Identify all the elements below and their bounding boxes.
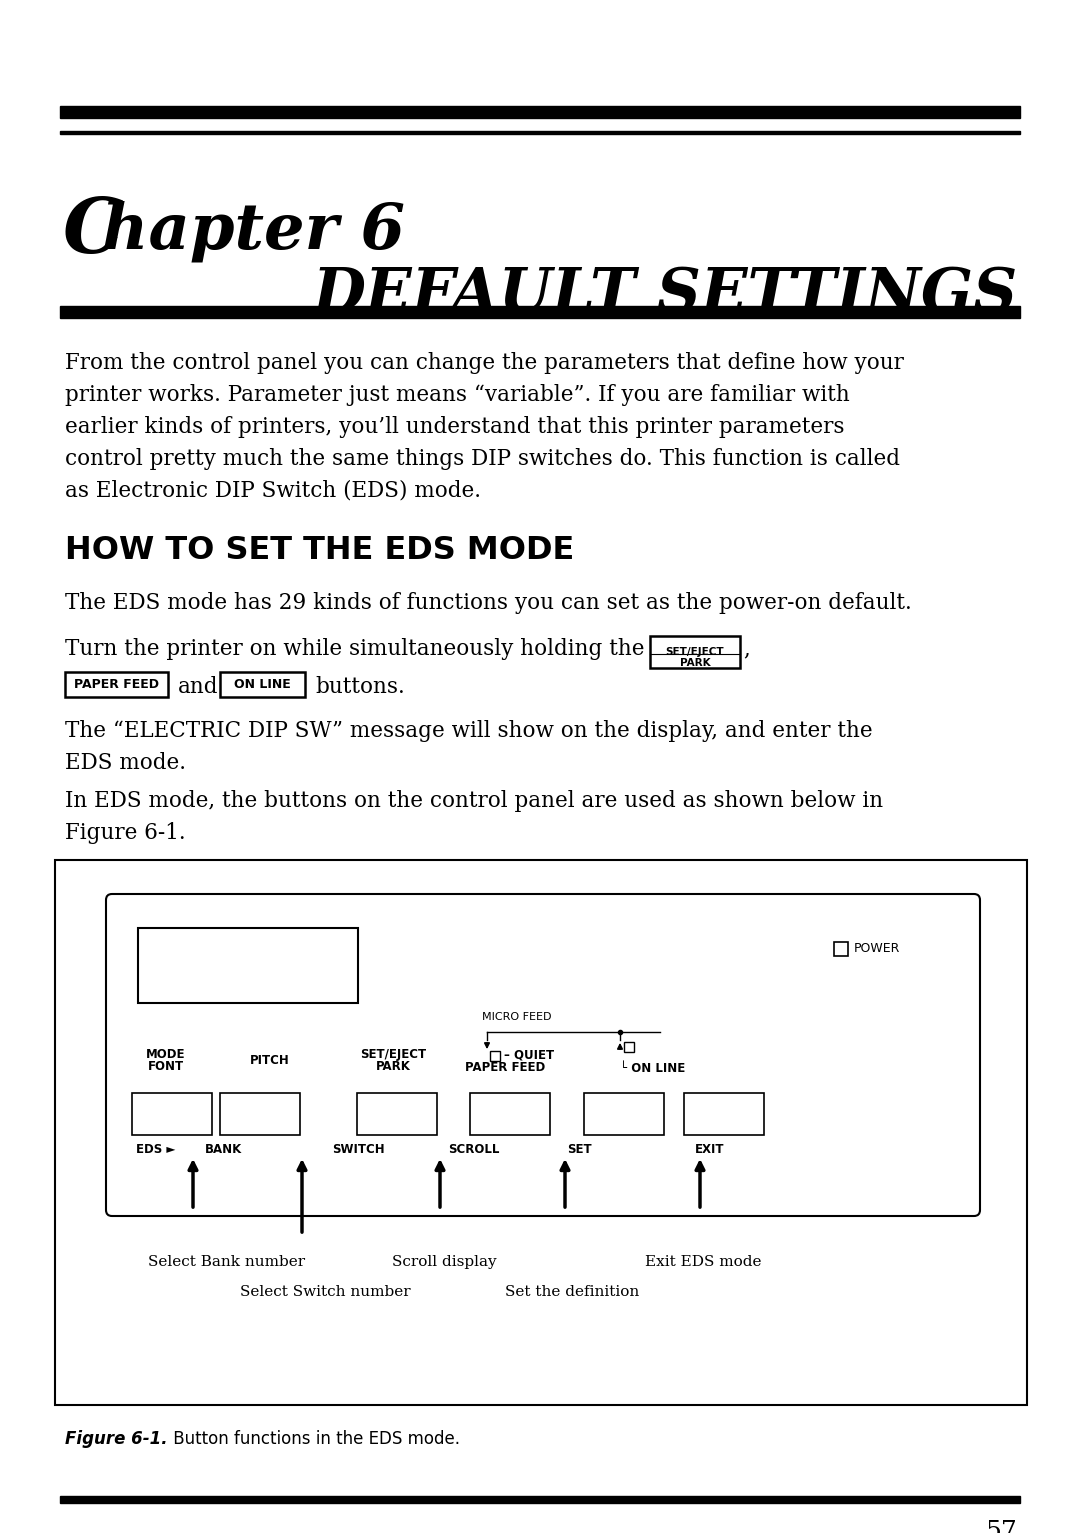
Text: SET/EJECT: SET/EJECT xyxy=(360,1049,427,1061)
Bar xyxy=(220,671,305,698)
Bar xyxy=(55,860,1027,1406)
Bar xyxy=(650,636,740,668)
Text: control pretty much the same things DIP switches do. This function is called: control pretty much the same things DIP … xyxy=(65,448,900,471)
Text: EXIT: EXIT xyxy=(696,1144,725,1156)
Text: SET/EJECT: SET/EJECT xyxy=(665,647,725,658)
Bar xyxy=(220,1093,300,1134)
Text: MICRO FEED: MICRO FEED xyxy=(483,1012,552,1023)
Text: Scroll display: Scroll display xyxy=(392,1256,497,1269)
Bar xyxy=(584,1093,664,1134)
Text: HOW TO SET THE EDS MODE: HOW TO SET THE EDS MODE xyxy=(65,535,575,566)
Bar xyxy=(684,1093,764,1134)
Text: earlier kinds of printers, you’ll understand that this printer parameters: earlier kinds of printers, you’ll unders… xyxy=(65,415,845,438)
Text: FONT: FONT xyxy=(148,1059,184,1073)
Text: The “ELECTRIC DIP SW” message will show on the display, and enter the: The “ELECTRIC DIP SW” message will show … xyxy=(65,721,873,742)
Text: buttons.: buttons. xyxy=(315,676,405,698)
Text: C: C xyxy=(62,195,123,268)
Text: DEFAULT SETTINGS: DEFAULT SETTINGS xyxy=(313,265,1018,325)
Text: hapter 6: hapter 6 xyxy=(102,199,405,262)
Text: PARK: PARK xyxy=(679,658,711,668)
Text: └ ON LINE: └ ON LINE xyxy=(620,1062,685,1075)
Text: Button functions in the EDS mode.: Button functions in the EDS mode. xyxy=(168,1430,460,1449)
Text: PITCH: PITCH xyxy=(251,1055,289,1067)
Text: PARK: PARK xyxy=(376,1059,410,1073)
Bar xyxy=(490,1052,500,1061)
Bar xyxy=(470,1093,550,1134)
Text: SCROLL: SCROLL xyxy=(448,1144,499,1156)
Text: and: and xyxy=(178,676,218,698)
Text: printer works. Parameter just means “variable”. If you are familiar with: printer works. Parameter just means “var… xyxy=(65,383,850,406)
Bar xyxy=(65,671,168,698)
Text: MODE: MODE xyxy=(146,1049,186,1061)
Text: Turn the printer on while simultaneously holding the: Turn the printer on while simultaneously… xyxy=(65,638,645,661)
Text: SWITCH: SWITCH xyxy=(332,1144,384,1156)
Text: EDS mode.: EDS mode. xyxy=(65,753,186,774)
Text: Exit EDS mode: Exit EDS mode xyxy=(645,1256,761,1269)
Bar xyxy=(60,130,1020,133)
Text: Figure 6-1.: Figure 6-1. xyxy=(65,1430,167,1449)
Text: ON LINE: ON LINE xyxy=(234,678,291,691)
Text: PAPER FEED: PAPER FEED xyxy=(75,678,159,691)
Bar xyxy=(60,1496,1020,1502)
Bar xyxy=(60,106,1020,118)
Text: Figure 6-1.: Figure 6-1. xyxy=(65,822,186,845)
Text: POWER: POWER xyxy=(854,941,901,955)
Text: Select Switch number: Select Switch number xyxy=(240,1285,410,1298)
Bar xyxy=(138,927,357,1003)
Text: The EDS mode has 29 kinds of functions you can set as the power-on default.: The EDS mode has 29 kinds of functions y… xyxy=(65,592,912,615)
Bar xyxy=(624,1042,634,1052)
Text: – QUIET: – QUIET xyxy=(504,1049,554,1062)
Text: 57: 57 xyxy=(986,1521,1018,1533)
Bar xyxy=(60,307,1020,317)
Text: ,: , xyxy=(743,638,750,661)
Text: as Electronic DIP Switch (EDS) mode.: as Electronic DIP Switch (EDS) mode. xyxy=(65,480,481,501)
Text: BANK: BANK xyxy=(205,1144,242,1156)
Bar xyxy=(132,1093,212,1134)
Text: Set the definition: Set the definition xyxy=(505,1285,639,1298)
Text: EDS ►: EDS ► xyxy=(136,1144,175,1156)
Text: PAPER FEED: PAPER FEED xyxy=(464,1061,545,1075)
Text: SET: SET xyxy=(567,1144,592,1156)
Bar xyxy=(357,1093,437,1134)
FancyBboxPatch shape xyxy=(106,894,980,1216)
Text: Select Bank number: Select Bank number xyxy=(148,1256,306,1269)
Text: In EDS mode, the buttons on the control panel are used as shown below in: In EDS mode, the buttons on the control … xyxy=(65,789,883,812)
Bar xyxy=(834,941,848,957)
Text: From the control panel you can change the parameters that define how your: From the control panel you can change th… xyxy=(65,353,904,374)
